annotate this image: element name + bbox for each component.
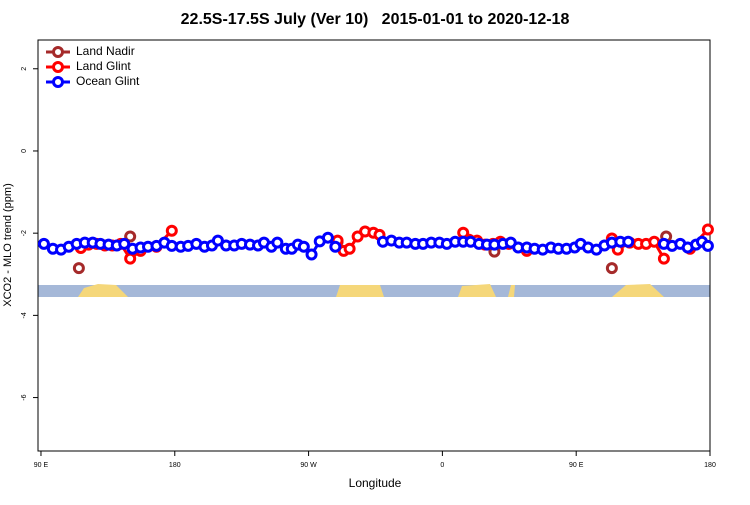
data-point	[37, 237, 50, 250]
data-point	[321, 231, 334, 244]
data-point	[605, 262, 618, 275]
y-tick-label: 2	[21, 67, 28, 71]
x-tick-label: 180	[169, 462, 181, 469]
legend-marker	[52, 76, 64, 88]
data-point	[165, 224, 178, 237]
y-tick-label: -2	[21, 230, 28, 236]
legend-label: Land Nadir	[76, 44, 135, 58]
data-point	[297, 240, 310, 253]
legend-marker	[52, 46, 64, 58]
data-point	[124, 252, 137, 265]
x-tick-label: 180	[704, 462, 716, 469]
data-point	[622, 235, 635, 248]
x-tick-label: 90 E	[569, 462, 584, 469]
data-point	[343, 242, 356, 255]
data-point	[648, 235, 661, 248]
y-axis-label: XCO2 - MLO trend (ppm)	[2, 183, 14, 306]
legend-label: Land Glint	[76, 59, 131, 73]
data-point	[329, 240, 342, 253]
data-point	[72, 262, 85, 275]
data-point	[124, 230, 137, 243]
data-point	[211, 234, 224, 247]
x-tick-label: 90 E	[34, 462, 49, 469]
y-tick-label: -6	[21, 394, 28, 400]
y-tick-label: -4	[21, 312, 28, 318]
x-tick-label: 90 W	[300, 462, 317, 469]
land-ocean-strip	[38, 284, 710, 297]
legend-marker	[52, 61, 64, 73]
chart-title: 22.5S-17.5S July (Ver 10) 2015-01-01 to …	[181, 11, 570, 28]
y-tick-label: 0	[21, 149, 28, 153]
data-point	[701, 239, 714, 252]
data-point	[118, 237, 131, 250]
data-point	[271, 236, 284, 249]
x-axis-label: Longitude	[349, 476, 402, 490]
legend-label: Ocean Glint	[76, 74, 140, 88]
data-point	[305, 248, 318, 261]
x-tick-label: 0	[440, 462, 444, 469]
data-point	[701, 223, 714, 236]
data-point	[657, 252, 670, 265]
